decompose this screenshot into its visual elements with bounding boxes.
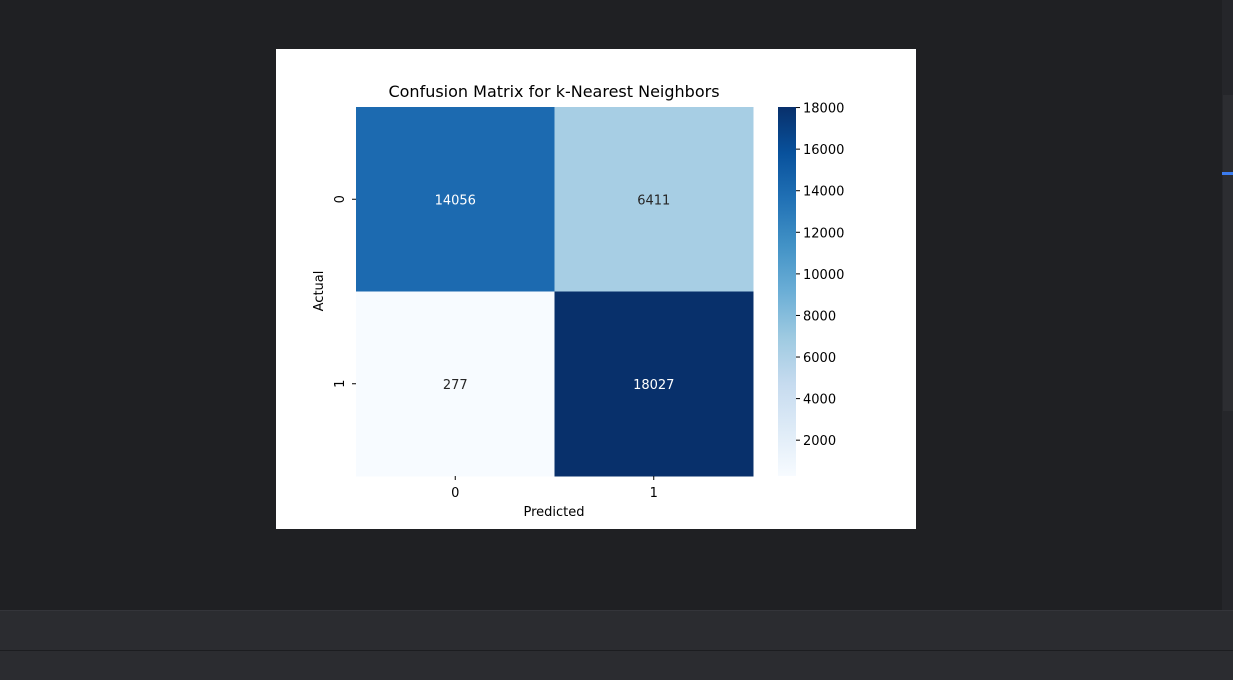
colorbar-tick-label: 2000	[803, 434, 836, 449]
cell-annotation: 6411	[637, 193, 670, 208]
x-tick-label: 1	[650, 486, 658, 501]
heatmap-cell	[356, 107, 555, 292]
scroll-position-marker	[1222, 172, 1233, 175]
status-bar	[0, 610, 1233, 650]
x-axis-label: Predicted	[523, 505, 584, 520]
colorbar-tick-label: 16000	[803, 143, 844, 158]
heatmap-cell	[554, 107, 754, 292]
confusion-matrix-chart: Confusion Matrix for k-Nearest Neighbors…	[312, 82, 844, 520]
colorbar-tick-label: 6000	[803, 351, 836, 366]
cell-annotation: 14056	[435, 193, 476, 208]
y-tick-label: 0	[333, 195, 348, 203]
heatmap-cell	[554, 291, 754, 477]
colorbar-tick-label: 8000	[803, 309, 836, 324]
bottom-bar	[0, 650, 1233, 680]
scrollbar-thumb[interactable]	[1223, 95, 1233, 411]
colorbar-tick-label: 12000	[803, 226, 844, 241]
x-tick-label: 0	[451, 486, 459, 501]
y-axis-label: Actual	[312, 271, 327, 312]
cell-annotation: 277	[443, 378, 468, 393]
chart-figure: Confusion Matrix for k-Nearest Neighbors…	[276, 49, 916, 529]
colorbar	[778, 107, 796, 476]
y-tick-label: 1	[333, 380, 348, 388]
colorbar-tick-label: 18000	[803, 102, 844, 117]
chart-title: Confusion Matrix for k-Nearest Neighbors	[388, 82, 719, 101]
colorbar-tick-label: 4000	[803, 393, 836, 408]
heatmap-cell	[356, 291, 555, 477]
colorbar-tick-label: 14000	[803, 185, 844, 200]
cell-annotation: 18027	[633, 378, 674, 393]
colorbar-tick-label: 10000	[803, 268, 844, 283]
